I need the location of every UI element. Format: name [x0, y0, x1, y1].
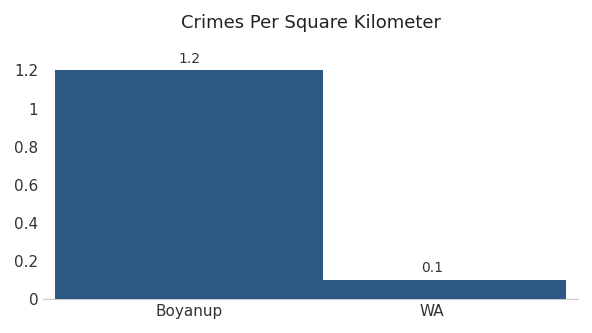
- Text: 0.1: 0.1: [421, 261, 443, 275]
- Text: 1.2: 1.2: [178, 52, 200, 66]
- Title: Crimes Per Square Kilometer: Crimes Per Square Kilometer: [181, 14, 440, 32]
- Bar: [298, 280, 566, 299]
- Bar: [55, 70, 323, 299]
